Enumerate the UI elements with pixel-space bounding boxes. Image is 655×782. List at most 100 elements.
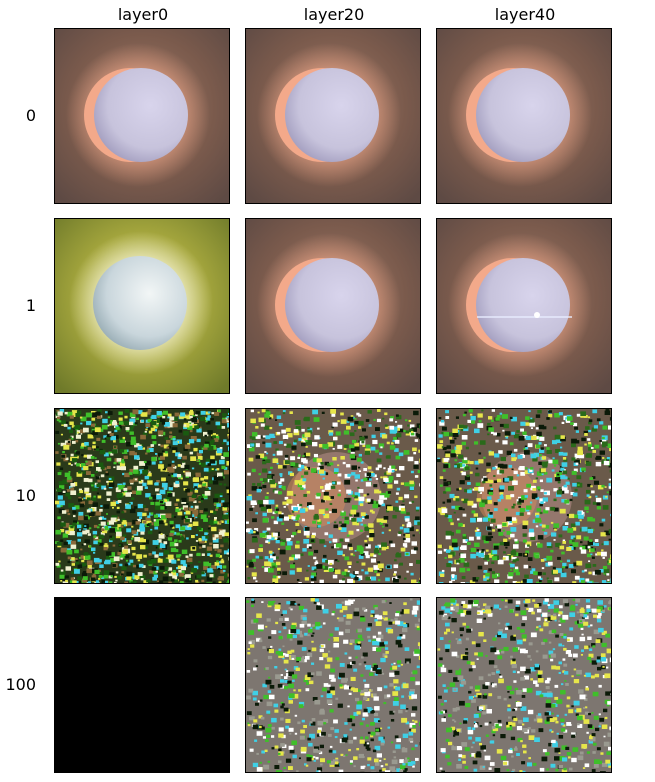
noise-speck <box>152 576 157 581</box>
noise-speck <box>355 656 358 659</box>
noise-speck <box>570 604 575 608</box>
noise-speck <box>57 495 63 500</box>
noise-speck <box>288 514 294 519</box>
noise-speck <box>357 578 361 581</box>
noise-speck <box>55 414 61 419</box>
noise-speck <box>223 538 229 543</box>
noise-speck <box>563 729 568 733</box>
noise-speck <box>101 439 106 443</box>
noise-speck <box>266 710 271 714</box>
noise-speck <box>464 466 470 471</box>
noise-speck <box>180 560 186 565</box>
noise-speck <box>246 711 252 715</box>
noise-speck <box>203 446 208 450</box>
panel-10-layer20 <box>245 408 421 584</box>
noise-speck <box>438 663 443 667</box>
noise-speck <box>334 736 338 739</box>
noise-speck <box>458 507 463 511</box>
noise-speck <box>189 451 193 455</box>
noise-speck <box>346 489 352 494</box>
noise-speck <box>330 679 333 682</box>
noise-speck <box>210 442 214 445</box>
noise-speck <box>274 709 279 713</box>
noise-speck <box>347 473 352 477</box>
noise-speck <box>405 757 409 761</box>
noise-speck <box>461 441 466 446</box>
noise-speck <box>226 552 229 555</box>
noise-speck <box>262 736 266 739</box>
noise-speck <box>161 477 166 482</box>
noise-speck <box>369 672 374 676</box>
noise-speck <box>112 544 116 547</box>
noise-speck <box>466 660 471 665</box>
noise-speck <box>539 454 542 457</box>
noise-speck <box>351 723 356 727</box>
noise-speck <box>207 563 212 567</box>
noise-speck <box>301 439 304 442</box>
noise-speck <box>77 524 82 529</box>
noise-speck <box>133 465 139 470</box>
noise-speck <box>494 466 499 469</box>
noise-speck <box>480 551 484 554</box>
noise-speck <box>514 457 517 460</box>
noise-speck <box>306 490 311 494</box>
noise-speck <box>133 469 139 474</box>
noise-speck <box>90 481 96 486</box>
noise-speck <box>488 532 492 536</box>
noise-speck <box>417 581 420 583</box>
noise-speck <box>597 618 602 623</box>
noise-speck <box>601 551 607 557</box>
noise-speck <box>463 720 468 724</box>
noise-speck <box>115 527 122 533</box>
noise-speck <box>558 752 561 754</box>
noise-speck <box>97 415 102 419</box>
noise-speck <box>491 729 496 734</box>
noise-speck <box>80 555 85 559</box>
noise-speck <box>401 609 405 612</box>
noise-speck <box>558 412 563 416</box>
noise-speck <box>148 427 150 430</box>
noise-speck <box>261 409 266 413</box>
noise-speck <box>605 496 608 498</box>
noise-speck <box>197 515 200 518</box>
noise-speck <box>91 577 96 582</box>
noise-speck <box>354 571 359 575</box>
noise-speck <box>461 435 468 440</box>
noise-speck <box>601 642 607 648</box>
noise-speck <box>491 419 494 422</box>
noise-speck <box>203 508 208 512</box>
noise-speck <box>580 607 584 611</box>
noise-speck <box>150 558 157 564</box>
noise-speck <box>497 655 503 660</box>
noise-speck <box>205 488 209 491</box>
noise-speck <box>341 571 347 576</box>
noise-speck <box>320 644 324 648</box>
noise-speck <box>551 740 554 743</box>
noise-speck <box>221 498 225 501</box>
noise-speck <box>329 633 334 637</box>
noise-speck <box>304 763 307 766</box>
noise-speck <box>441 710 445 714</box>
noise-speck <box>177 464 181 467</box>
noise-speck <box>563 458 568 462</box>
noise-speck <box>561 769 568 772</box>
noise-speck <box>86 420 92 426</box>
noise-speck <box>282 465 287 469</box>
noise-speck <box>580 411 586 416</box>
noise-speck <box>162 410 168 415</box>
noise-speck <box>571 539 575 543</box>
noise-speck <box>137 512 143 517</box>
noise-speck <box>607 562 611 566</box>
noise-speck <box>265 727 272 733</box>
noise-speck <box>537 718 543 723</box>
noise-speck <box>102 418 108 424</box>
noise-speck <box>86 471 91 475</box>
noise-speck <box>313 556 317 560</box>
noise-speck <box>417 469 420 474</box>
noise-speck <box>290 564 295 569</box>
noise-speck <box>285 443 292 448</box>
noise-speck <box>511 468 514 471</box>
noise-speck <box>109 423 112 426</box>
noise-speck <box>217 567 221 570</box>
noise-speck <box>440 748 446 753</box>
